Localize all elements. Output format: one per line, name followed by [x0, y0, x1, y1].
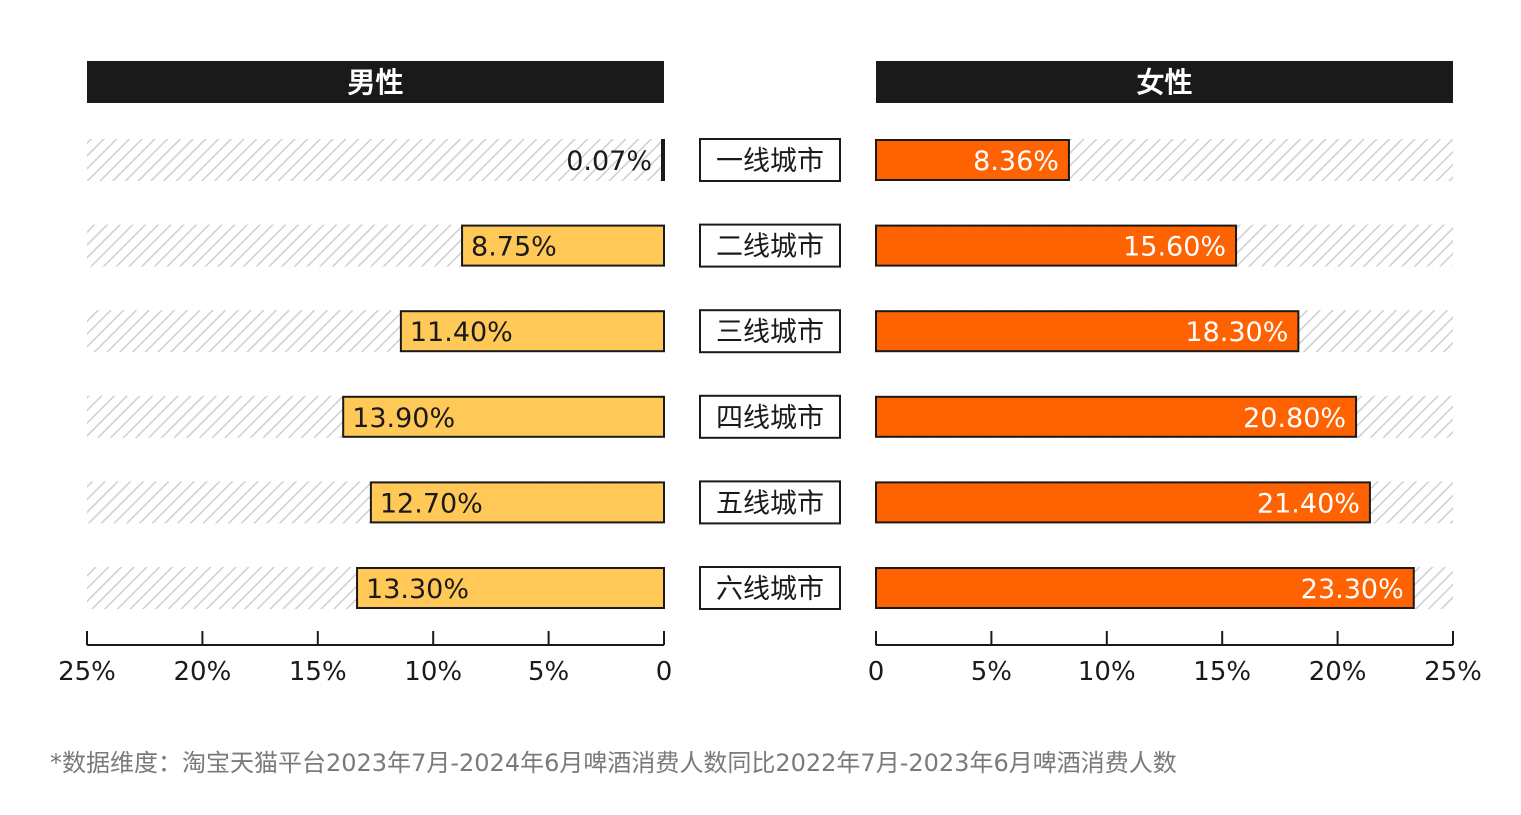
male-x-axis: 25% 20% 15% 10% 5% 0 — [58, 631, 672, 687]
category-label: 二线城市 — [716, 232, 824, 263]
row-6: 13.30% 六线城市 23.30% — [87, 566, 1453, 610]
male-bar — [342, 395, 665, 438]
category-box — [699, 309, 841, 354]
tick-label: 0 — [656, 657, 673, 687]
category-box — [699, 566, 841, 610]
category-box — [699, 394, 841, 439]
male-bar — [369, 481, 665, 524]
row-3: 11.40% 三线城市 18.30% — [87, 309, 1453, 354]
female-bar — [875, 310, 1300, 353]
category-label: 一线城市 — [716, 146, 824, 177]
tick-label: 10% — [404, 657, 462, 687]
female-value-label: 18.30% — [1185, 317, 1288, 348]
male-value-label: 11.40% — [410, 317, 513, 348]
category-label: 四线城市 — [716, 403, 824, 434]
bar-rows: 0.07% 一线城市 8.36%8.75% 二线城市 15.60%11.40% 三线城市 1… — [87, 138, 1453, 610]
female-header-label: 女性 — [1136, 66, 1192, 99]
female-value-label: 8.36% — [973, 146, 1059, 177]
male-bar — [356, 567, 665, 609]
row-1: 0.07% 一线城市 8.36% — [87, 138, 1453, 182]
male-value-label: 8.75% — [471, 232, 557, 263]
female-header — [876, 61, 1453, 103]
tick-label: 5% — [528, 657, 569, 687]
male-header — [87, 61, 664, 103]
tick-label: 5% — [971, 657, 1012, 687]
category-box — [699, 480, 841, 525]
tick-label: 15% — [1193, 657, 1251, 687]
female-value-label: 23.30% — [1301, 574, 1404, 605]
tick-label: 15% — [289, 657, 347, 687]
tick-label: 10% — [1078, 657, 1136, 687]
male-header-label: 男性 — [347, 66, 403, 99]
category-box — [699, 138, 841, 182]
tick-label: 20% — [1309, 657, 1367, 687]
row-4: 13.90% 四线城市 20.80% — [87, 394, 1453, 439]
tick-label: 25% — [1424, 657, 1482, 687]
category-label: 三线城市 — [716, 317, 824, 348]
row-2: 8.75% 二线城市 15.60% — [87, 223, 1453, 268]
female-value-label: 21.40% — [1257, 488, 1360, 519]
tick-label: 0 — [868, 657, 885, 687]
male-track — [87, 139, 664, 181]
footnote: *数据维度：淘宝天猫平台2023年7月-2024年6月啤酒消费人数同比2022年… — [50, 749, 1177, 777]
male-bar — [399, 310, 665, 353]
male-bar — [661, 139, 665, 181]
female-bar — [875, 395, 1358, 438]
male-value-label: 13.90% — [352, 403, 455, 434]
female-value-label: 20.80% — [1243, 403, 1346, 434]
female-value-label: 15.60% — [1123, 232, 1226, 263]
tick-label: 25% — [58, 657, 116, 687]
male-bar — [461, 224, 665, 267]
female-bar — [875, 224, 1238, 267]
category-label: 六线城市 — [716, 574, 824, 605]
male-value-label: 12.70% — [380, 488, 483, 519]
female-bar — [875, 567, 1415, 609]
female-bar — [875, 139, 1070, 181]
row-5: 12.70% 五线城市 21.40% — [87, 480, 1453, 525]
tick-label: 20% — [174, 657, 232, 687]
category-label: 五线城市 — [716, 488, 824, 519]
male-value-label: 0.07% — [566, 146, 652, 177]
female-x-axis: 0 5% 10% 15% 20% 25% — [868, 631, 1482, 687]
female-bar — [875, 481, 1371, 524]
category-box — [699, 223, 841, 268]
male-value-label: 13.30% — [366, 574, 469, 605]
